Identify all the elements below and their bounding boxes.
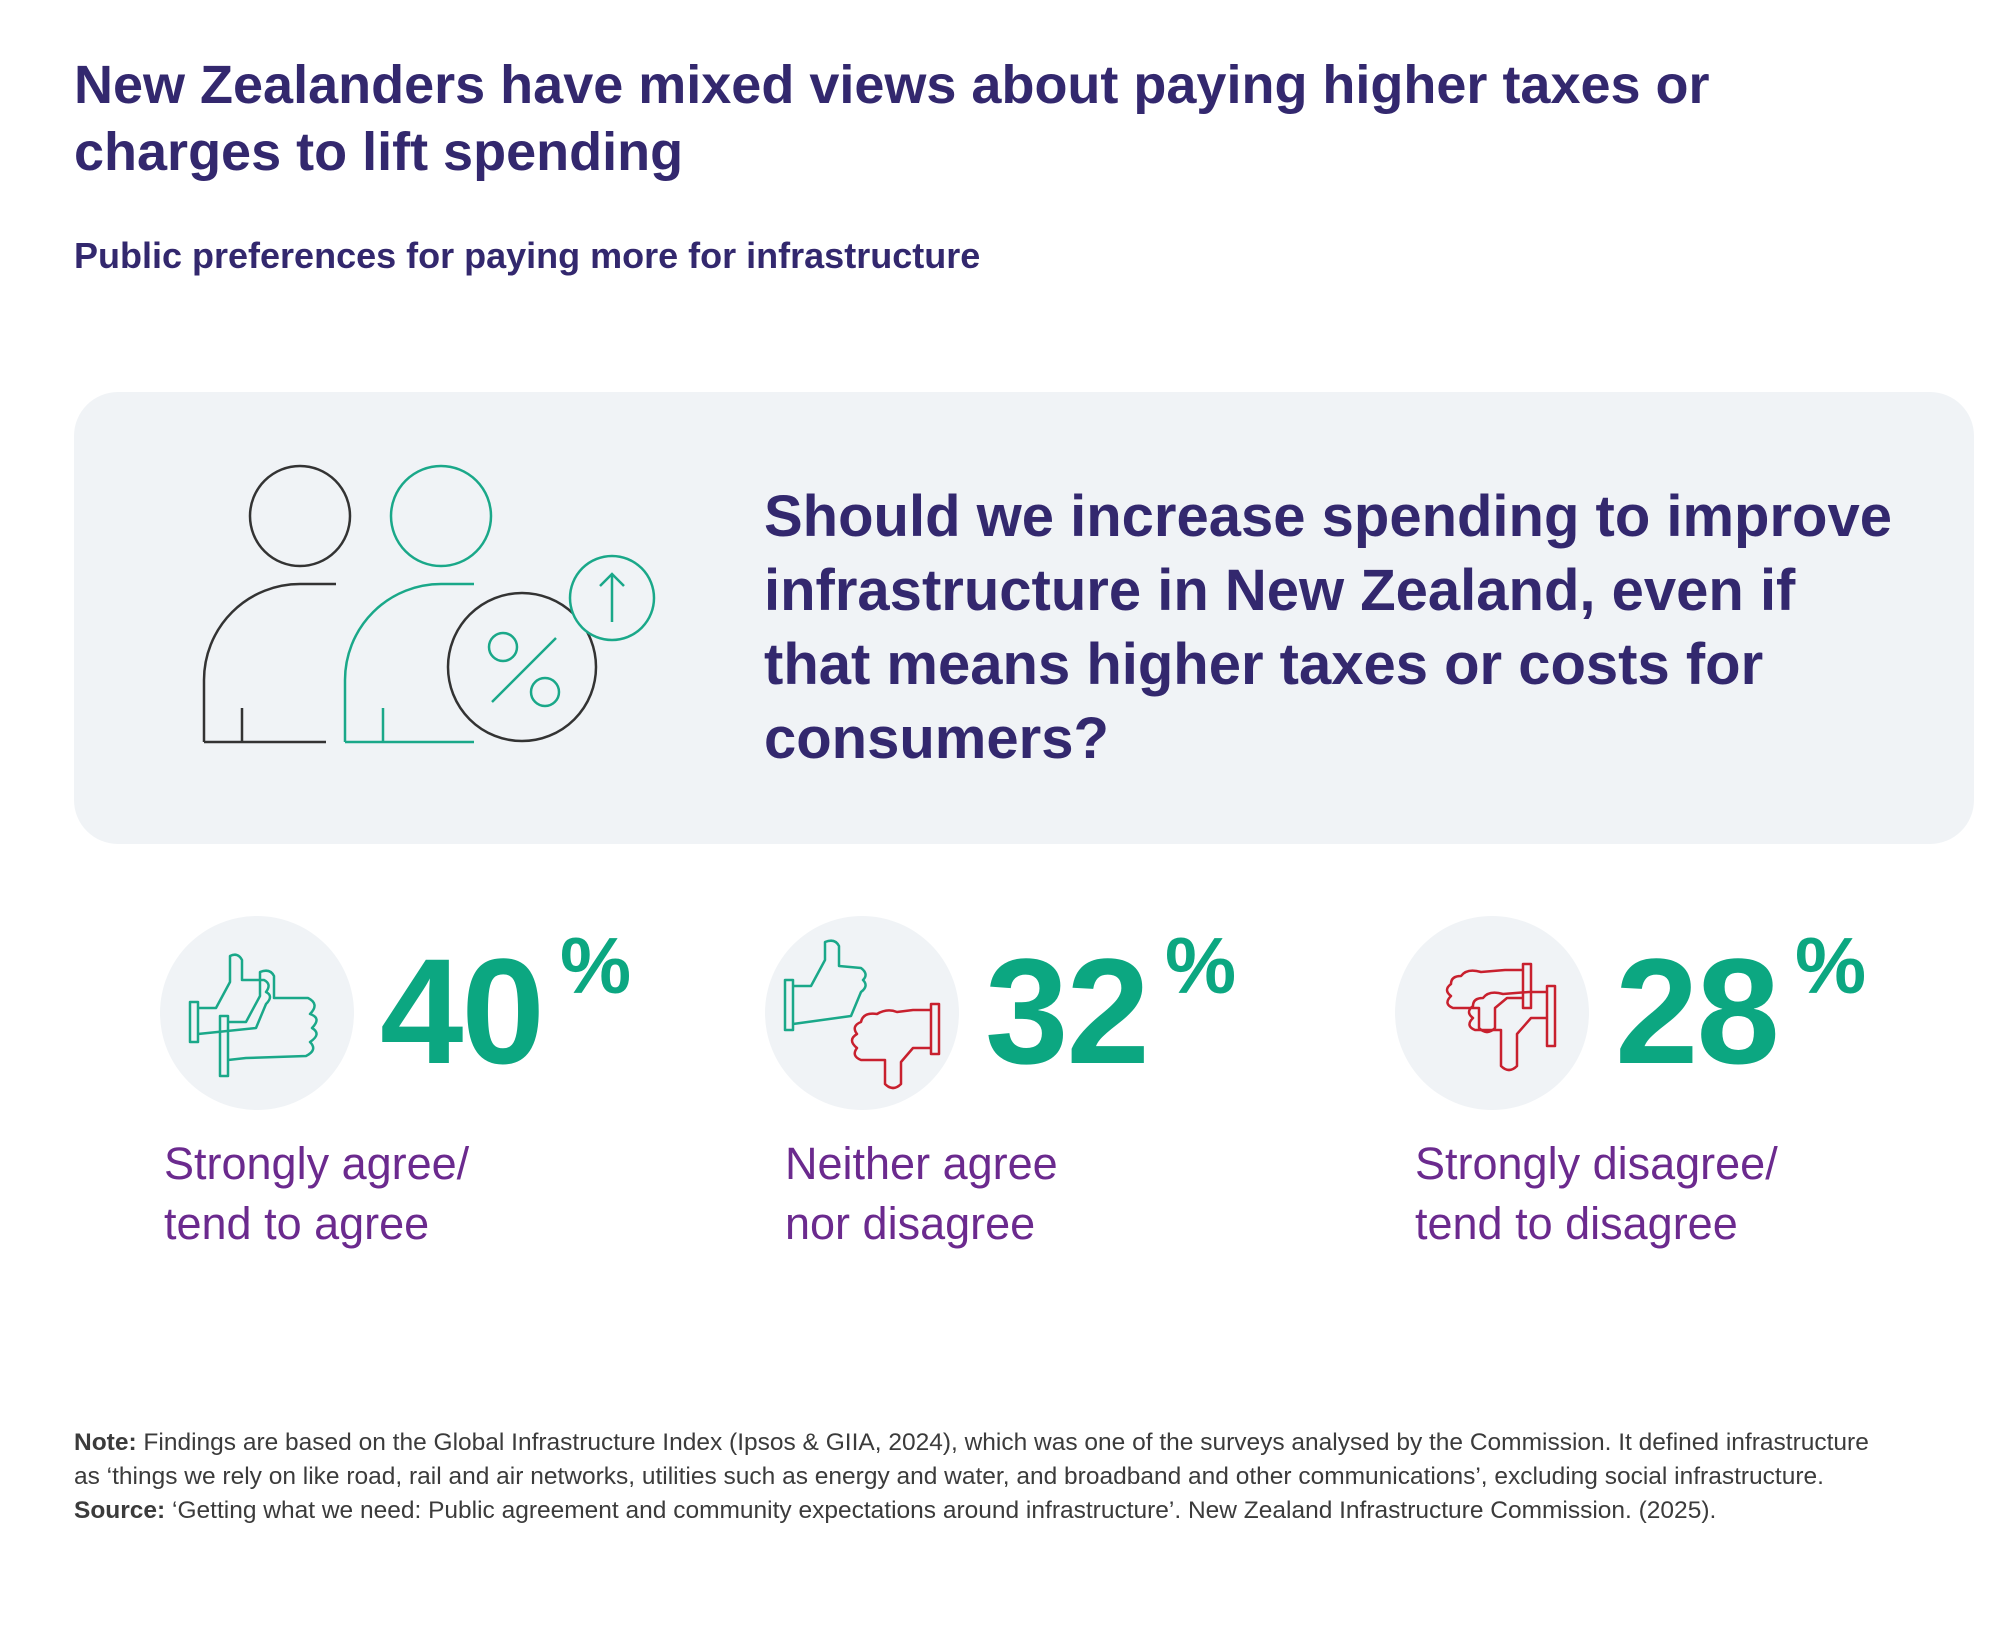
chart-title: New Zealanders have mixed views about pa… [74, 55, 1710, 182]
stat-unit: % [560, 921, 632, 1010]
stat-value: 32 [985, 927, 1150, 1095]
people-percent-up-icon [202, 464, 656, 744]
note-label: Note: [74, 1429, 137, 1456]
stat-unit: % [1795, 921, 1867, 1010]
stat-label-line1: Strongly agree/ [164, 1138, 470, 1189]
disagree-badge [1395, 916, 1589, 1110]
stat-label-line2: nor disagree [785, 1198, 1036, 1249]
thumbs-up-icon [188, 953, 318, 1078]
source-label: Source: [74, 1497, 166, 1524]
neutral-badge [765, 916, 959, 1110]
stat-label-line1: Neither agree [785, 1138, 1058, 1189]
thumbs-up-down-icon [783, 939, 941, 1090]
stat-label-line2: tend to disagree [1415, 1198, 1738, 1249]
stat-unit: % [1165, 921, 1237, 1010]
stat-value: 40 [380, 927, 545, 1095]
question-panel: Should we increase spending to improve i… [74, 392, 1974, 844]
stat-label-line2: tend to agree [164, 1198, 430, 1249]
stat-neutral: 32 % Neither agree nor disagree [765, 916, 1365, 1276]
stat-value: 28 [1615, 927, 1780, 1095]
stat-label: Strongly disagree/ tend to disagree [1415, 1134, 1935, 1254]
stat-label: Neither agree nor disagree [785, 1134, 1305, 1254]
stat-agree: 40 % Strongly agree/ tend to agree [160, 916, 760, 1276]
stat-disagree: 28 % Strongly disagree/ tend to disagree [1395, 916, 1995, 1276]
note-text: Findings are based on the Global Infrast… [74, 1429, 1869, 1490]
source-text: ‘Getting what we need: Public agreement … [165, 1497, 1717, 1524]
stat-label-line1: Strongly disagree/ [1415, 1138, 1778, 1189]
footnote: Note: Findings are based on the Global I… [74, 1426, 1894, 1528]
stat-label: Strongly agree/ tend to agree [164, 1134, 684, 1254]
agree-badge [160, 916, 354, 1110]
chart-subtitle: Public preferences for paying more for i… [74, 235, 981, 276]
survey-question: Should we increase spending to improve i… [764, 484, 1892, 771]
thumbs-down-icon [1445, 962, 1557, 1072]
